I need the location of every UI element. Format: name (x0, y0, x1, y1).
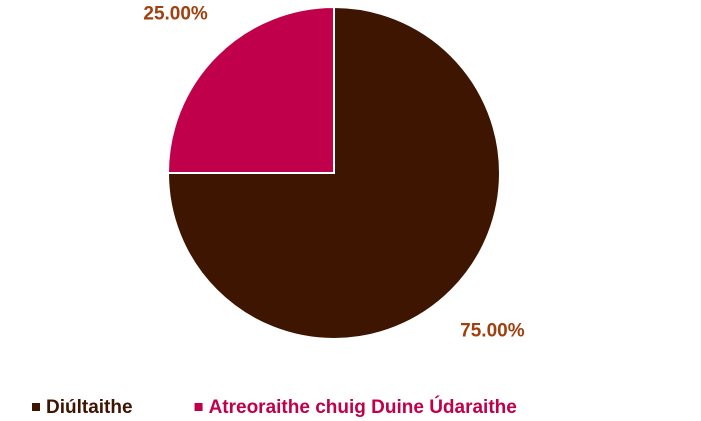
legend-label: Atreoraithe chuig Duine Údaraithe (209, 396, 517, 418)
legend-marker (194, 403, 203, 411)
data-label: 75.00% (460, 320, 525, 341)
pie-slice (166, 5, 335, 174)
pie-slice (166, 5, 501, 340)
legend-label: Diúltaithe (46, 397, 133, 418)
data-label: 25.00% (143, 4, 208, 25)
legend-marker (32, 403, 40, 411)
